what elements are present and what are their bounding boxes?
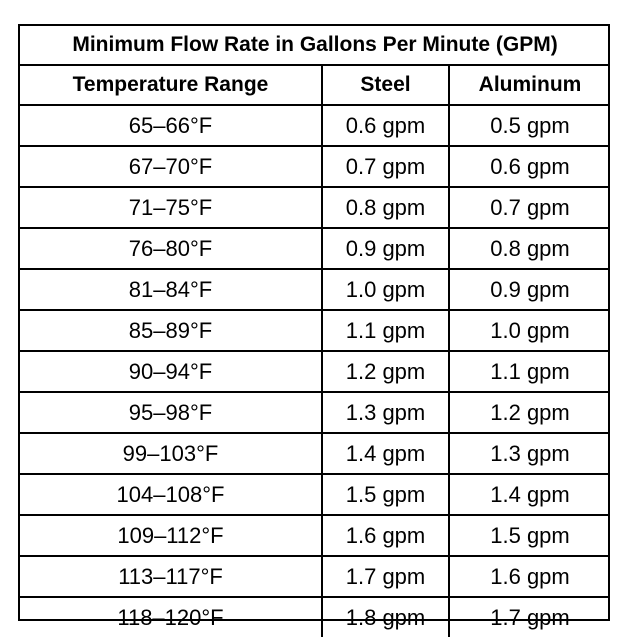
steel-flow-cell: 1.4 gpm [321, 432, 450, 475]
steel-flow-cell: 0.6 gpm [321, 104, 450, 147]
steel-flow-cell: 1.7 gpm [321, 555, 450, 598]
temperature-range-cell: 85–89°F [20, 309, 323, 352]
temperature-range-cell: 90–94°F [20, 350, 323, 393]
column-header-temperature-range: Temperature Range [20, 64, 323, 106]
flow-rate-table-frame: Minimum Flow Rate in Gallons Per Minute … [18, 24, 611, 637]
aluminum-flow-cell: 1.3 gpm [447, 432, 611, 475]
temperature-range-cell: 71–75°F [20, 186, 323, 229]
table-header-row: Temperature Range Steel Aluminum [20, 64, 611, 106]
aluminum-flow-cell: 1.4 gpm [447, 473, 611, 516]
table-row: 90–94°F 1.2 gpm 1.1 gpm [20, 350, 611, 393]
steel-flow-cell: 1.2 gpm [321, 350, 450, 393]
table-title: Minimum Flow Rate in Gallons Per Minute … [20, 26, 611, 66]
aluminum-flow-cell: 1.7 gpm [447, 596, 611, 637]
steel-flow-cell: 1.6 gpm [321, 514, 450, 557]
steel-flow-cell: 1.5 gpm [321, 473, 450, 516]
table-row: 113–117°F 1.7 gpm 1.6 gpm [20, 555, 611, 598]
aluminum-flow-cell: 0.8 gpm [447, 227, 611, 270]
table-row: 95–98°F 1.3 gpm 1.2 gpm [20, 391, 611, 434]
aluminum-flow-cell: 1.5 gpm [447, 514, 611, 557]
table-row: 71–75°F 0.8 gpm 0.7 gpm [20, 186, 611, 229]
steel-flow-cell: 0.8 gpm [321, 186, 450, 229]
aluminum-flow-cell: 0.5 gpm [447, 104, 611, 147]
temperature-range-cell: 109–112°F [20, 514, 323, 557]
temperature-range-cell: 65–66°F [20, 104, 323, 147]
table-row: 76–80°F 0.9 gpm 0.8 gpm [20, 227, 611, 270]
aluminum-flow-cell: 1.1 gpm [447, 350, 611, 393]
aluminum-flow-cell: 1.2 gpm [447, 391, 611, 434]
steel-flow-cell: 0.9 gpm [321, 227, 450, 270]
temperature-range-cell: 76–80°F [20, 227, 323, 270]
temperature-range-cell: 113–117°F [20, 555, 323, 598]
aluminum-flow-cell: 0.7 gpm [447, 186, 611, 229]
aluminum-flow-cell: 0.6 gpm [447, 145, 611, 188]
column-header-aluminum: Aluminum [447, 64, 611, 106]
temperature-range-cell: 95–98°F [20, 391, 323, 434]
table-row: 118–120°F 1.8 gpm 1.7 gpm [20, 596, 611, 637]
table-row: 99–103°F 1.4 gpm 1.3 gpm [20, 432, 611, 475]
column-header-steel: Steel [321, 64, 450, 106]
table-row: 85–89°F 1.1 gpm 1.0 gpm [20, 309, 611, 352]
steel-flow-cell: 1.1 gpm [321, 309, 450, 352]
aluminum-flow-cell: 1.6 gpm [447, 555, 611, 598]
temperature-range-cell: 104–108°F [20, 473, 323, 516]
table-row: 65–66°F 0.6 gpm 0.5 gpm [20, 104, 611, 147]
temperature-range-cell: 118–120°F [20, 596, 323, 637]
flow-rate-table: Minimum Flow Rate in Gallons Per Minute … [20, 26, 611, 637]
table-row: 67–70°F 0.7 gpm 0.6 gpm [20, 145, 611, 188]
table-title-row: Minimum Flow Rate in Gallons Per Minute … [20, 26, 611, 66]
aluminum-flow-cell: 0.9 gpm [447, 268, 611, 311]
aluminum-flow-cell: 1.0 gpm [447, 309, 611, 352]
table-row: 104–108°F 1.5 gpm 1.4 gpm [20, 473, 611, 516]
temperature-range-cell: 81–84°F [20, 268, 323, 311]
steel-flow-cell: 0.7 gpm [321, 145, 450, 188]
steel-flow-cell: 1.3 gpm [321, 391, 450, 434]
steel-flow-cell: 1.0 gpm [321, 268, 450, 311]
table-row: 81–84°F 1.0 gpm 0.9 gpm [20, 268, 611, 311]
steel-flow-cell: 1.8 gpm [321, 596, 450, 637]
temperature-range-cell: 99–103°F [20, 432, 323, 475]
temperature-range-cell: 67–70°F [20, 145, 323, 188]
table-row: 109–112°F 1.6 gpm 1.5 gpm [20, 514, 611, 557]
